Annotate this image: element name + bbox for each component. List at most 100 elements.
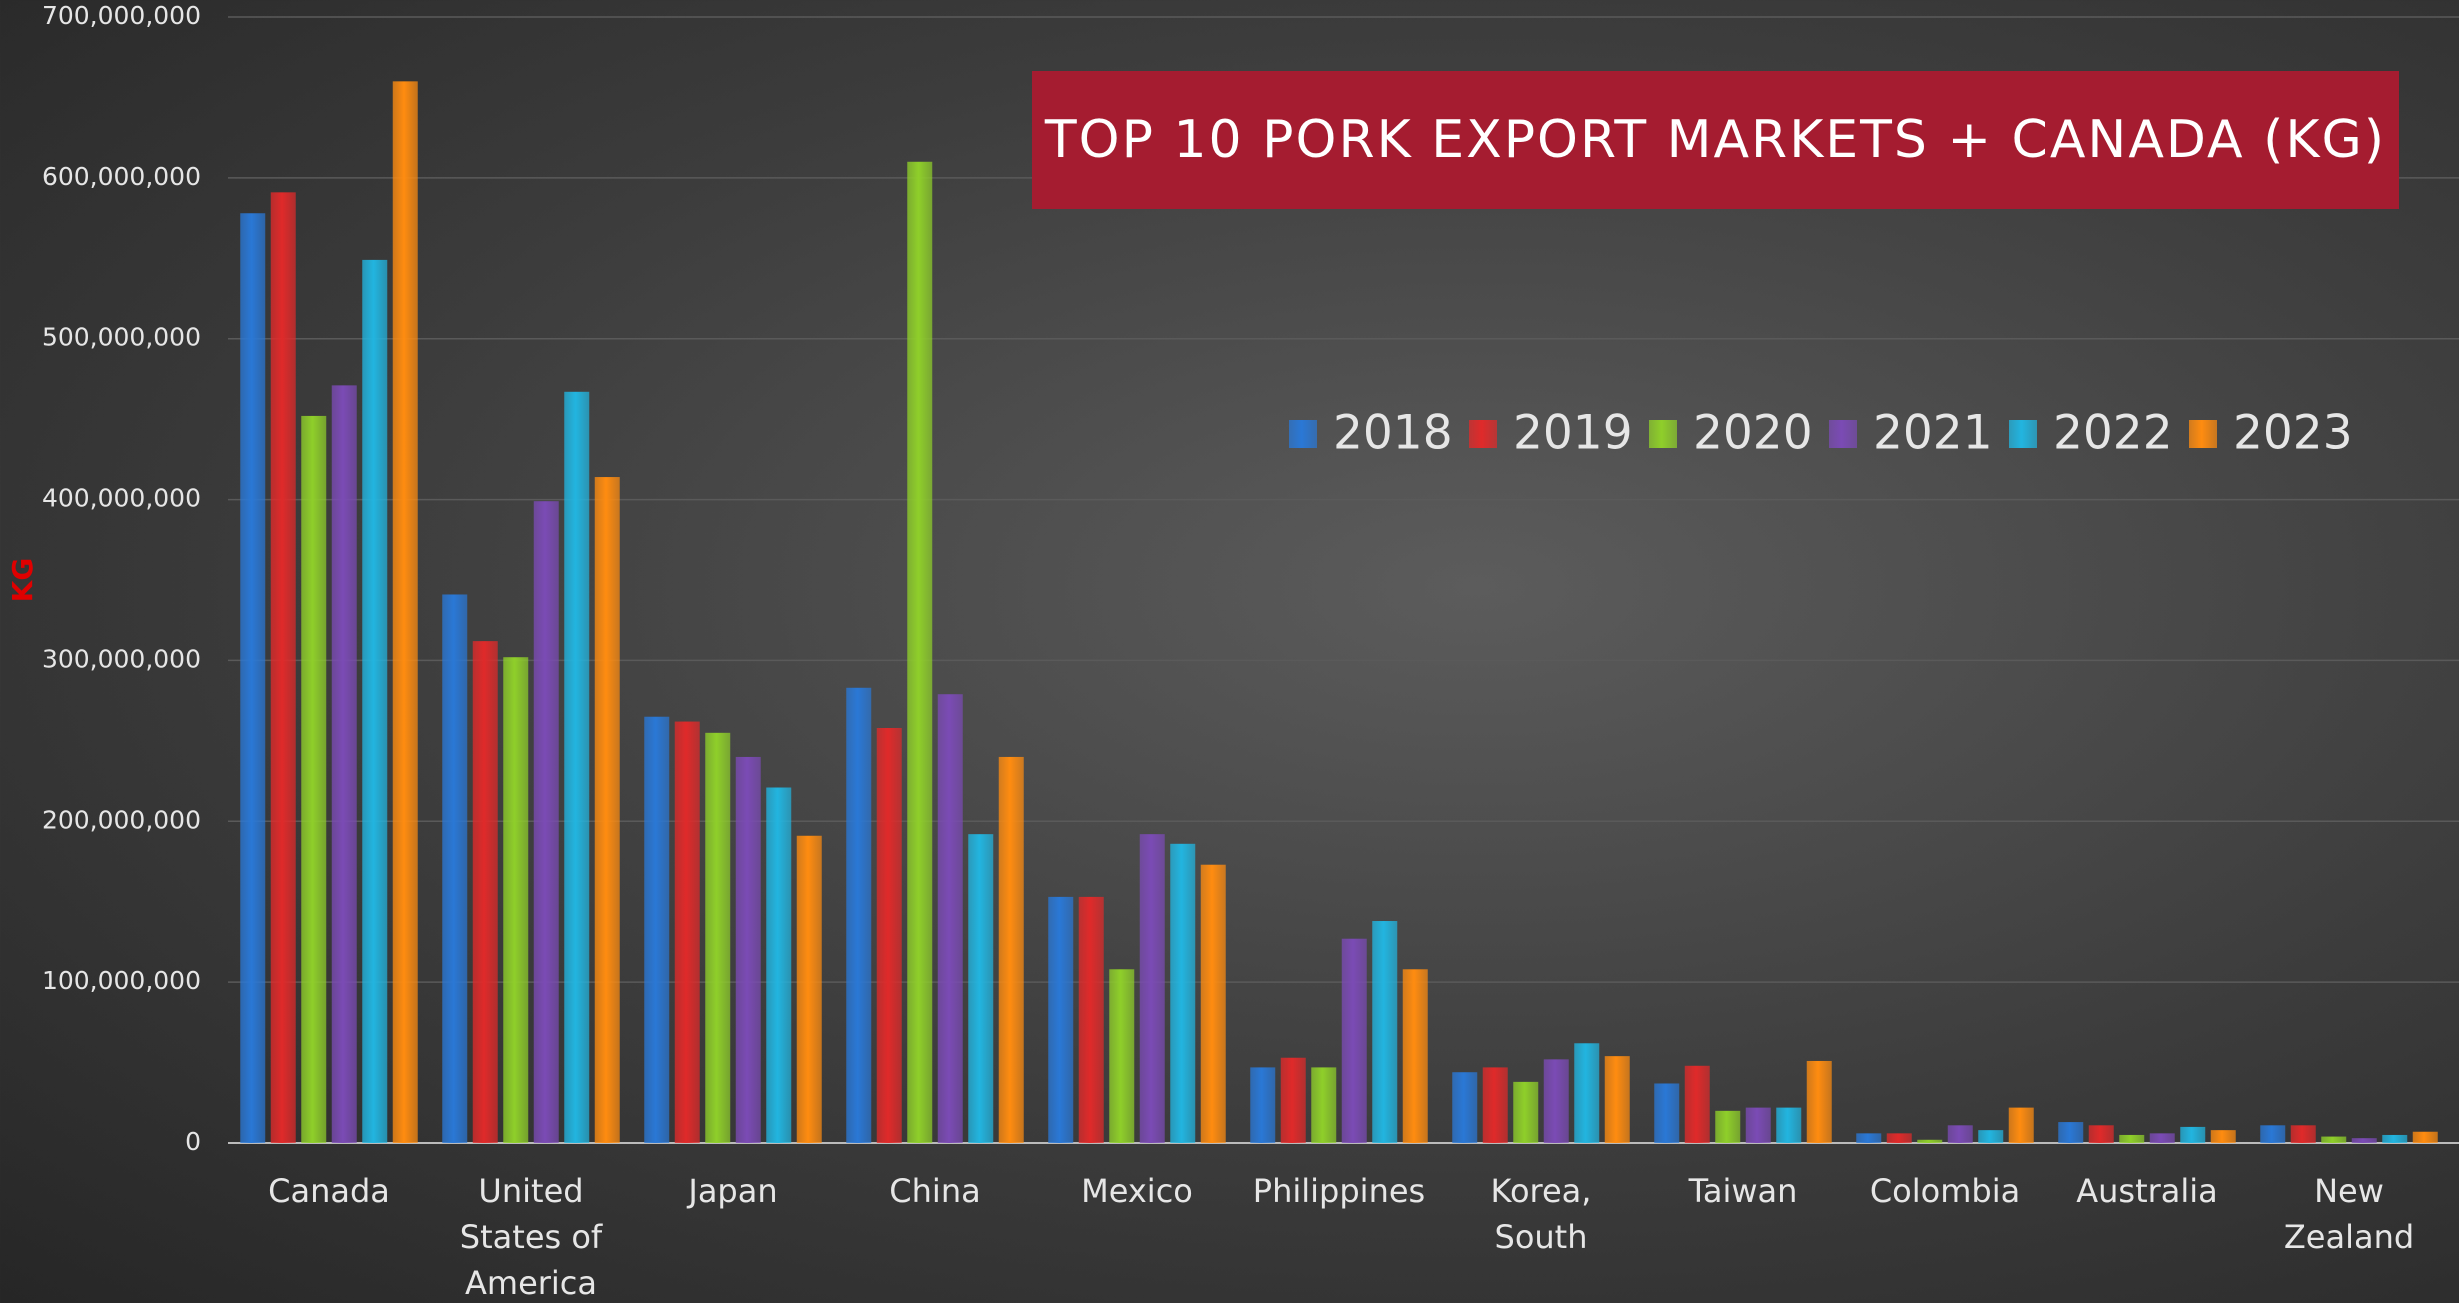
x-tick-label: Taiwan [1688, 1172, 1798, 1210]
bar [1139, 834, 1165, 1143]
bar [1604, 1056, 1630, 1143]
bar [937, 694, 963, 1143]
bar [876, 727, 902, 1143]
bar [2210, 1130, 2236, 1143]
bar [442, 594, 468, 1143]
y-tick-label: 300,000,000 [42, 644, 201, 673]
legend-label: 2019 [1513, 406, 1633, 461]
bar [564, 391, 590, 1144]
chart-title: TOP 10 PORK EXPORT MARKETS + CANADA (KG) [1032, 71, 2399, 209]
bar [968, 834, 994, 1143]
x-tick-label: China [889, 1172, 981, 1210]
bar [846, 687, 872, 1143]
legend-swatch [1469, 420, 1497, 448]
x-tick-label: New Zealand [2283, 1172, 2415, 1256]
y-tick-label: 0 [185, 1127, 201, 1156]
y-tick-label: 600,000,000 [42, 162, 201, 191]
bar [1978, 1130, 2004, 1143]
bar [362, 259, 388, 1143]
y-tick-label: 500,000,000 [42, 323, 201, 352]
bar [705, 732, 731, 1143]
x-tick-label: Australia [2076, 1172, 2218, 1210]
bar [533, 501, 559, 1143]
bar [1513, 1081, 1539, 1143]
bar [2088, 1125, 2114, 1143]
bar [1280, 1057, 1306, 1143]
y-tick-label: 100,000,000 [42, 966, 201, 995]
bar [766, 787, 792, 1143]
bar [1745, 1107, 1771, 1143]
x-tick-label: United States of America [459, 1172, 603, 1302]
x-tick-label: Colombia [1869, 1172, 2021, 1210]
bar [644, 716, 670, 1143]
bar [1917, 1139, 1943, 1143]
bar [331, 385, 357, 1143]
bar [796, 835, 822, 1143]
bar [1654, 1083, 1680, 1143]
y-tick-label: 700,000,000 [42, 1, 201, 30]
bar [1109, 969, 1135, 1143]
legend-swatch [1289, 420, 1317, 448]
legend-swatch [2189, 420, 2217, 448]
bar [1715, 1110, 1741, 1143]
bar [392, 81, 418, 1143]
bar [2058, 1122, 2084, 1143]
bar [674, 721, 700, 1143]
bar [1341, 938, 1367, 1143]
x-tick-label: Japan [688, 1172, 778, 1210]
bar [240, 213, 266, 1143]
bar [472, 641, 498, 1143]
bar [270, 192, 296, 1143]
bar [1574, 1043, 1600, 1143]
bar [1806, 1060, 1832, 1143]
bar [2149, 1133, 2175, 1143]
x-tick-label: Philippines [1252, 1172, 1426, 1210]
bar [301, 415, 327, 1143]
legend-swatch [1829, 420, 1857, 448]
bar [1684, 1065, 1710, 1143]
bar [735, 756, 761, 1143]
legend-label: 2020 [1693, 406, 1813, 461]
x-tick-label: Mexico [1081, 1172, 1193, 1210]
bar [1170, 843, 1196, 1143]
bar [2008, 1107, 2034, 1143]
bar [1886, 1133, 1912, 1143]
x-tick-label: Canada [268, 1172, 390, 1210]
legend-label: 2023 [2233, 406, 2353, 461]
bar [2382, 1134, 2408, 1143]
bar [2321, 1136, 2347, 1143]
bar [1402, 969, 1428, 1143]
legend-label: 2022 [2053, 406, 2173, 461]
legend-label: 2018 [1333, 406, 1453, 461]
bar [1482, 1067, 1508, 1143]
bar [1452, 1072, 1478, 1143]
bar [2260, 1125, 2286, 1143]
bar [1311, 1067, 1337, 1143]
bar [1078, 896, 1104, 1143]
legend-swatch [2009, 420, 2037, 448]
bar [2290, 1125, 2316, 1143]
bar [1048, 896, 1074, 1143]
bar [2180, 1126, 2206, 1143]
legend-swatch [1649, 420, 1677, 448]
bar [1372, 921, 1398, 1143]
bar [2119, 1134, 2145, 1143]
bar [2412, 1131, 2438, 1143]
bar [1200, 864, 1226, 1143]
bar [503, 657, 529, 1143]
x-tick-label: Korea, South [1490, 1172, 1592, 1256]
y-axis-label: KG [6, 558, 39, 603]
bar [1250, 1067, 1276, 1143]
bar [907, 161, 933, 1143]
y-tick-label: 400,000,000 [42, 484, 201, 513]
y-tick-label: 200,000,000 [42, 805, 201, 834]
bar [1543, 1059, 1569, 1143]
legend-label: 2021 [1873, 406, 1993, 461]
bar [1947, 1125, 1973, 1143]
bar [594, 477, 620, 1144]
bar [1856, 1133, 1882, 1143]
bar [998, 756, 1024, 1143]
bar [2351, 1138, 2377, 1143]
